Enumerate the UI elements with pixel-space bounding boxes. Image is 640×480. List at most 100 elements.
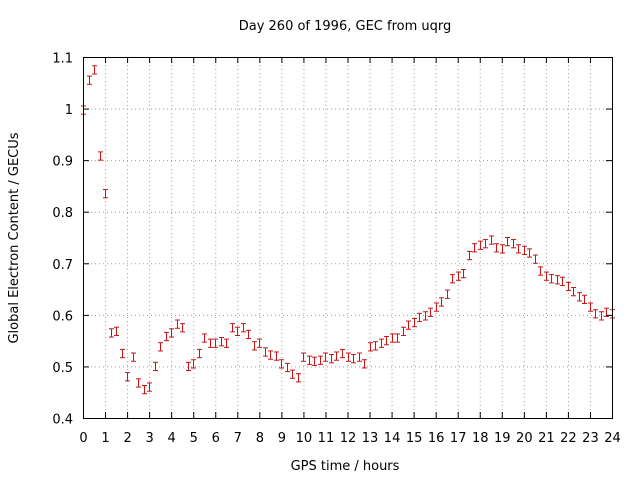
data-point [582, 294, 587, 305]
data-point [219, 337, 224, 347]
data-point [109, 328, 114, 338]
x-tick-label: 9 [278, 431, 286, 446]
data-point [164, 331, 169, 342]
data-point [522, 245, 527, 256]
y-tick-label: 1 [65, 103, 73, 118]
data-point [136, 378, 141, 388]
data-point [351, 354, 356, 364]
data-point [103, 189, 108, 199]
x-tick-label: 24 [604, 431, 621, 446]
data-point [357, 352, 362, 362]
data-point [263, 347, 268, 357]
data-point [456, 271, 461, 281]
data-point [186, 361, 191, 372]
x-tick-label: 21 [538, 431, 555, 446]
data-point [401, 326, 406, 336]
data-point [406, 320, 411, 330]
y-tick-label: 1.1 [52, 52, 73, 67]
data-point [252, 341, 257, 351]
data-point [544, 271, 549, 281]
data-point [549, 274, 554, 284]
x-tick-label: 18 [472, 431, 489, 446]
data-point [153, 361, 158, 372]
data-point [257, 338, 262, 348]
x-tick-label: 8 [256, 431, 264, 446]
data-point [241, 323, 246, 333]
data-point [478, 240, 483, 250]
x-tick-label: 13 [362, 431, 379, 446]
x-tick-label: 10 [296, 431, 313, 446]
data-point [290, 369, 295, 379]
data-point [467, 250, 472, 261]
x-tick-label: 19 [494, 431, 511, 446]
data-point [373, 341, 378, 351]
grid-lines [83, 57, 612, 418]
data-point [87, 75, 92, 85]
chart-title: Day 260 of 1996, GEC from uqrg [239, 19, 452, 34]
data-point [224, 338, 229, 348]
data-point [334, 351, 339, 361]
data-point [571, 287, 576, 297]
x-tick-label: 5 [190, 431, 198, 446]
data-point [500, 244, 505, 254]
x-tick-label: 17 [450, 431, 467, 446]
data-point [120, 348, 125, 359]
data-point [92, 65, 97, 75]
y-tick-label: 0.6 [52, 309, 73, 324]
data-point [346, 352, 351, 362]
data-point [312, 356, 317, 366]
x-tick-label: 0 [79, 431, 87, 446]
data-point [593, 309, 598, 319]
data-point [202, 333, 207, 343]
data-point [169, 328, 174, 338]
data-point [235, 326, 240, 336]
data-point [516, 244, 521, 254]
data-point [412, 317, 417, 328]
data-point [268, 350, 273, 360]
data-point [197, 348, 202, 359]
y-tick-label: 0.5 [52, 361, 73, 376]
x-tick-label: 4 [168, 431, 176, 446]
data-point [560, 276, 565, 286]
x-tick-label: 6 [212, 431, 220, 446]
x-tick-label: 2 [123, 431, 131, 446]
data-point [511, 239, 516, 249]
data-point [191, 359, 196, 369]
data-point [445, 289, 450, 299]
x-tick-label: 12 [340, 431, 357, 446]
y-tick-label: 0.7 [52, 258, 73, 273]
x-tick-label: 11 [318, 431, 335, 446]
data-points [81, 65, 615, 395]
data-point [428, 307, 433, 317]
data-point [368, 342, 373, 352]
data-point [323, 352, 328, 362]
data-point [566, 281, 571, 292]
x-tick-label: 16 [428, 431, 445, 446]
data-point [362, 359, 367, 369]
data-point [142, 385, 147, 395]
data-point [494, 243, 499, 253]
data-point [538, 266, 543, 276]
data-point [296, 373, 301, 383]
data-point [285, 362, 290, 373]
data-point [147, 382, 152, 392]
x-tick-label: 1 [101, 431, 109, 446]
data-point [461, 268, 466, 279]
data-point [505, 237, 510, 247]
data-point [175, 319, 180, 329]
data-point [379, 338, 384, 348]
data-point [489, 235, 494, 245]
data-point [158, 342, 163, 352]
data-point [340, 348, 345, 359]
data-point [208, 338, 213, 348]
data-point [274, 351, 279, 361]
data-point [527, 248, 532, 258]
x-axis-title: GPS time / hours [291, 459, 400, 474]
data-point [279, 359, 284, 369]
axes: 0 1 2 3 4 5 6 7 8 9 10 11 12 13 14 15 16 17 18 19 20 21 22 23 24… [52, 52, 620, 447]
data-point [131, 352, 136, 362]
data-point [390, 333, 395, 343]
data-point [434, 302, 439, 312]
data-point [114, 326, 119, 336]
